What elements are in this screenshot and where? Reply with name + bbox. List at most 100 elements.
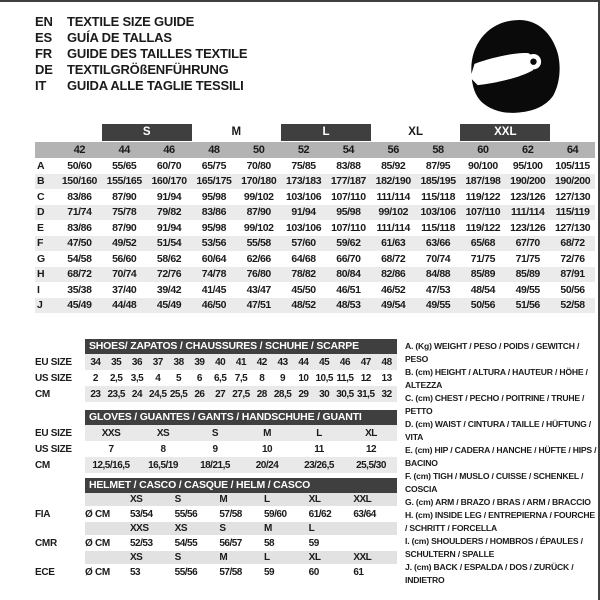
helmet-cells: 53/54 55/56 57/58 59/60 61/62 63/64 <box>129 509 397 520</box>
header: EN TEXTILE SIZE GUIDE ES GUÍA DE TALLAS … <box>0 2 598 94</box>
gloves-cell: 10 <box>261 443 273 455</box>
measurement-values: 150/160 155/165 160/170 165/175 170/180 173/1… <box>57 174 595 190</box>
legend-item: G. (cm) ARM / BRAZO / BRAS / ARM / BRACC… <box>405 497 591 507</box>
measurement-cell: 127/130 <box>554 221 591 234</box>
measurement-cell: 83/86 <box>201 206 227 219</box>
helmet-cell: 53 <box>130 566 141 578</box>
shoes-row-values: 34 35 36 37 38 39 40 41 42 43 44 45 46 47 48 <box>85 354 397 370</box>
numeric-size-label: 58 <box>432 144 444 156</box>
shoes-cell: 24,5 <box>149 388 167 400</box>
shoes-cell: 26 <box>194 388 205 400</box>
shoes-cell: 3,5 <box>130 372 144 384</box>
measurement-row-label: I <box>37 283 40 296</box>
measurement-cell: 150/160 <box>61 175 98 188</box>
shoes-cell: 27,5 <box>232 388 250 400</box>
shoes-cell: 28,5 <box>273 388 292 400</box>
shoes-cell: 9 <box>280 372 286 384</box>
helmet-cell: XS <box>130 552 143 563</box>
numeric-size-label: 54 <box>342 144 355 156</box>
gloves-cell: S <box>211 427 219 439</box>
shoes-table: SHOES/ ZAPATOS / CHAUSSURES / SCHUHE / S… <box>35 339 397 402</box>
measurement-cell: 99/102 <box>243 190 274 203</box>
measurement-cell: 99/102 <box>378 206 409 219</box>
measurement-cell: 185/195 <box>420 175 456 188</box>
helmet-cell: XXL <box>353 494 372 505</box>
helmet-cell: XXL <box>353 552 372 563</box>
shoes-cell: 23 <box>90 388 101 400</box>
gloves-rows: EU SIZE XXS XS S M L XL US SIZE 7 8 9 10 11 12 CM <box>35 425 397 473</box>
shoes-cell: 42 <box>256 356 268 368</box>
measurement-cell: 53/56 <box>201 237 227 250</box>
measurement-cell: 51/54 <box>156 237 182 250</box>
shoes-cell: 11,5 <box>336 372 354 384</box>
measurement-cell: 119/122 <box>465 221 501 234</box>
measurement-cell: 91/94 <box>156 190 182 203</box>
gloves-row-values: 7 8 9 10 11 12 <box>85 441 397 457</box>
shoes-cell: 30,5 <box>336 388 354 400</box>
measurement-cell: 35/38 <box>67 283 92 296</box>
measurement-cell: 85/92 <box>381 159 406 172</box>
helmet-cells: XS S M L XL XXL <box>129 552 397 563</box>
numeric-size-label: 60 <box>477 144 489 156</box>
measurement-cell: 75/78 <box>112 206 137 219</box>
helmet-unit-label: Ø CM <box>85 537 110 549</box>
measurement-cell: 48/52 <box>291 299 316 312</box>
helmet-cell: L <box>264 494 270 505</box>
helmet-cell: 61/62 <box>308 508 332 520</box>
language-title-text: GUIDA ALLE TAGLIE TESSILI <box>67 78 244 93</box>
measurement-values: 83/86 87/90 91/94 95/98 99/102 103/106 107/110… <box>57 189 595 205</box>
language-code: ES <box>35 30 52 45</box>
measurement-cell: 52/58 <box>560 299 585 312</box>
helmet-row: XS S M L XL XXL <box>35 493 397 506</box>
measurement-row-label: C <box>37 190 45 203</box>
measurement-cell: 57/60 <box>291 237 316 250</box>
measurement-cell: 50/56 <box>560 283 585 296</box>
measurement-values: 35/38 37/40 39/42 41/45 43/47 45/50 46/51 46/52… <box>57 282 595 298</box>
language-code: EN <box>35 14 53 29</box>
shoes-cell: 46 <box>339 356 351 368</box>
measurement-row-label: G <box>37 252 46 265</box>
size-band-label: M <box>231 126 242 138</box>
measurement-cell: 46/51 <box>336 283 361 296</box>
gloves-cell: 9 <box>212 443 218 455</box>
measurement-cell: 95/98 <box>336 206 361 219</box>
measurement-row: C 83/86 87/90 91/94 95/98 99/102 103/106 107/1… <box>35 189 595 205</box>
measurement-cell: 111/114 <box>511 206 545 219</box>
measurement-cell: 83/86 <box>67 190 92 203</box>
helmet-cell: 59/60 <box>264 508 287 520</box>
measurement-cell: 68/72 <box>381 252 406 265</box>
measurement-cell: 91/94 <box>291 206 316 219</box>
numeric-size-label: 48 <box>208 144 220 156</box>
numeric-size-label: 56 <box>387 144 400 156</box>
measurement-row-label: D <box>37 206 45 219</box>
shoes-cell: 40 <box>215 356 226 368</box>
gloves-row: EU SIZE XXS XS S M L XL <box>35 425 397 441</box>
measurement-cell: 49/55 <box>515 283 541 296</box>
measurement-cell: 48/54 <box>470 283 496 296</box>
gloves-cell: 7 <box>108 443 114 455</box>
measurement-cell: 95/98 <box>201 221 227 234</box>
measurement-cell: 44/48 <box>112 299 137 312</box>
gloves-row-label: EU SIZE <box>35 427 72 439</box>
helmet-cell: M <box>219 494 228 505</box>
shoes-cell: 23,5 <box>107 388 125 400</box>
legend-item: J. (cm) BACK / ESPALDA / DOS / ZURÜCK / … <box>405 562 574 585</box>
helmet-cell: S <box>174 552 182 563</box>
measurement-cell: 60/64 <box>201 252 227 265</box>
measurement-cell: 72/76 <box>560 252 585 265</box>
measurement-cell: 55/58 <box>246 237 272 250</box>
measurement-cell: 75/85 <box>291 159 316 172</box>
helmet-table: HELMET / CASCO / CASQUE / HELM / CASCO X… <box>35 478 397 580</box>
helmet-cell: XS <box>130 494 143 505</box>
gloves-row-values: XXS XS S M L XL <box>85 425 397 441</box>
shoes-cell: 44 <box>298 356 309 368</box>
helmet-row: XS S M L XL XXL <box>35 551 397 564</box>
measurement-row: J 45/49 44/48 45/49 46/50 47/51 48/52 48/53 49/… <box>35 297 595 313</box>
shoes-cell: 39 <box>194 356 205 368</box>
gloves-cell: 12,5/16,5 <box>92 459 130 471</box>
measurement-cell: 37/40 <box>112 283 137 296</box>
measurement-values: 83/86 87/90 91/94 95/98 99/102 103/106 107/110… <box>57 220 595 236</box>
measurement-cell: 103/106 <box>285 221 322 234</box>
helmet-cell: S <box>219 523 226 534</box>
gloves-table: GLOVES / GUANTES / GANTS / HANDSCHUHE / … <box>35 410 397 473</box>
